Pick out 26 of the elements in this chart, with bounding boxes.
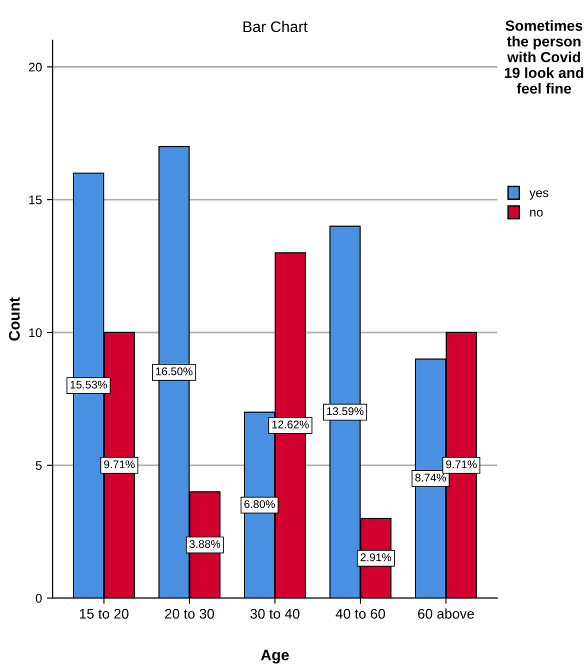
- legend-title: Sometimes the person with Covid 19 look and feel fine: [504, 20, 584, 94]
- y-axis-title: Count: [8, 297, 20, 341]
- x-tick-label: 60 above: [418, 608, 474, 619]
- annotation: 8.74%: [415, 474, 446, 482]
- y-tick-label: 10: [29, 328, 42, 338]
- x-tick-label: 40 to 60: [336, 608, 386, 619]
- annotation: 16.50%: [156, 367, 193, 376]
- y-tick-label: 15: [29, 196, 42, 204]
- annotation: 9.71%: [446, 460, 477, 468]
- legend-label: yes: [529, 190, 548, 200]
- annotation: 13.59%: [327, 407, 364, 416]
- annotation: 12.62%: [272, 420, 309, 428]
- annotation: 2.91%: [360, 553, 392, 562]
- annotation: 6.80%: [244, 500, 275, 508]
- annotation: 3.88%: [190, 540, 220, 548]
- x-axis-title: Age: [260, 650, 289, 664]
- x-tick-label: 20 to 30: [165, 608, 214, 619]
- annotation: 15.53%: [70, 380, 108, 389]
- annotation: 9.71%: [104, 460, 135, 468]
- chart-title: Bar Chart: [244, 20, 308, 32]
- y-tick-label: 5: [36, 461, 42, 470]
- y-tick-label: 20: [28, 62, 42, 72]
- y-tick-label: 0: [36, 594, 42, 603]
- x-tick-label: 30 to 40: [250, 608, 300, 619]
- x-tick-label: 15 to 20: [80, 608, 129, 619]
- legend-label: no: [530, 210, 543, 217]
